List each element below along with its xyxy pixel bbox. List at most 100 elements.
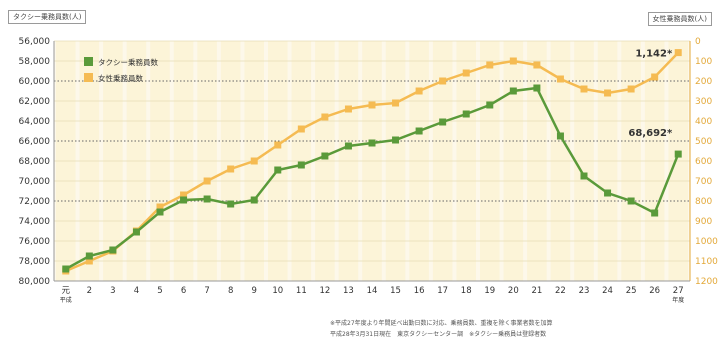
y-left-tick-label: 56,000 [19,37,51,47]
x-tick-label: 10 [272,286,283,296]
data-point-taxi [556,132,564,140]
data-point-female [250,157,258,165]
x-tick-label: 27 [673,286,684,296]
y-right-tick-label: 900 [695,217,712,227]
y-right-tick-label: 800 [695,197,712,207]
data-point-taxi [533,84,541,92]
data-point-taxi [132,228,140,236]
data-point-taxi [627,197,635,205]
data-point-taxi [486,101,494,109]
data-point-taxi [462,110,470,118]
x-tick-label: 18 [461,286,472,296]
y-right-tick-label: 100 [695,57,712,67]
y-right-tick-label: 0 [695,37,701,47]
data-point-female [321,113,329,121]
y-right-tick-label: 400 [695,117,712,127]
data-point-female [203,177,211,185]
x-sublabel-first: 平成 [60,296,72,304]
x-tick-label: 25 [626,286,637,296]
data-point-female [486,61,494,69]
legend-label-female: 女性乗務員数 [98,73,143,83]
y-right-tick-label: 1000 [695,237,718,247]
data-point-female [274,141,282,149]
x-tick-label: 12 [319,286,330,296]
data-point-female [674,49,682,57]
x-tick-label: 元 [62,286,71,296]
data-point-taxi [321,152,329,160]
y-right-tick-label: 1200 [695,277,718,287]
data-point-taxi [674,150,682,158]
data-point-taxi [85,252,93,260]
footnote-2: 平成28年3月31日現在 東京タクシーセンター調 ※タクシー乗務員は登録者数 [330,331,547,338]
data-point-taxi [109,246,117,254]
legend-label-taxi: タクシー乗務員数 [98,57,158,67]
x-tick-label: 20 [508,286,519,296]
data-point-female [227,165,235,173]
x-sublabel-last: 年度 [672,296,684,304]
data-point-female [627,85,635,93]
x-tick-label: 2 [87,286,92,296]
x-tick-label: 8 [228,286,233,296]
data-point-taxi [604,189,612,197]
data-point-taxi [156,208,164,216]
data-point-female [580,85,588,93]
y-left-tick-label: 78,000 [19,257,51,267]
data-point-taxi [344,142,352,150]
data-point-female [368,101,376,109]
x-tick-label: 15 [390,286,401,296]
right-axis-title-box: 女性乗務員数(人) [647,12,712,26]
x-tick-label: 3 [110,286,115,296]
annotation-taxi-latest: 68,692* [628,128,673,139]
y-left-tick-label: 60,000 [19,77,51,87]
data-point-taxi [580,172,588,180]
legend-swatch-taxi [84,57,93,66]
data-point-female [85,257,93,265]
x-tick-label: 5 [157,286,162,296]
x-tick-label: 26 [649,286,660,296]
data-point-taxi [274,166,282,174]
data-point-female [180,191,188,199]
y-left-tick-label: 80,000 [19,277,51,287]
data-point-female [462,69,470,77]
y-right-tick-label: 700 [695,177,712,187]
data-point-taxi [368,139,376,147]
y-left-tick-label: 70,000 [19,177,51,187]
x-tick-label: 24 [602,286,613,296]
data-point-female [604,89,612,97]
x-tick-label: 11 [296,286,307,296]
data-point-taxi [250,196,258,204]
y-left-tick-label: 58,000 [19,57,51,67]
y-right-tick-label: 500 [695,137,712,147]
y-left-tick-label: 62,000 [19,97,51,107]
x-tick-label: 19 [484,286,495,296]
data-point-female [556,75,564,83]
data-point-female [344,105,352,113]
data-point-female [509,57,517,65]
data-point-taxi [509,87,517,95]
y-right-tick-label: 600 [695,157,712,167]
data-point-taxi [439,118,447,126]
y-right-tick-label: 200 [695,77,712,87]
x-tick-label: 23 [579,286,590,296]
y-right-tick-label: 300 [695,97,712,107]
data-point-taxi [62,265,70,273]
y-left-tick-label: 64,000 [19,117,51,127]
x-tick-label: 7 [204,286,209,296]
data-point-female [651,73,659,81]
y-left-tick-label: 68,000 [19,157,51,167]
data-point-female [297,125,305,133]
x-tick-label: 9 [252,286,257,296]
data-point-female [156,203,164,211]
y-left-tick-label: 76,000 [19,237,51,247]
legend-swatch-female [84,73,93,82]
data-point-taxi [203,195,211,203]
x-tick-label: 4 [134,286,139,296]
data-point-taxi [392,136,400,144]
data-point-taxi [227,200,235,208]
x-tick-label: 6 [181,286,186,296]
y-left-tick-label: 66,000 [19,137,51,147]
y-right-tick-label: 1100 [695,257,718,267]
data-point-taxi [297,161,305,169]
y-left-tick-label: 72,000 [19,197,51,207]
